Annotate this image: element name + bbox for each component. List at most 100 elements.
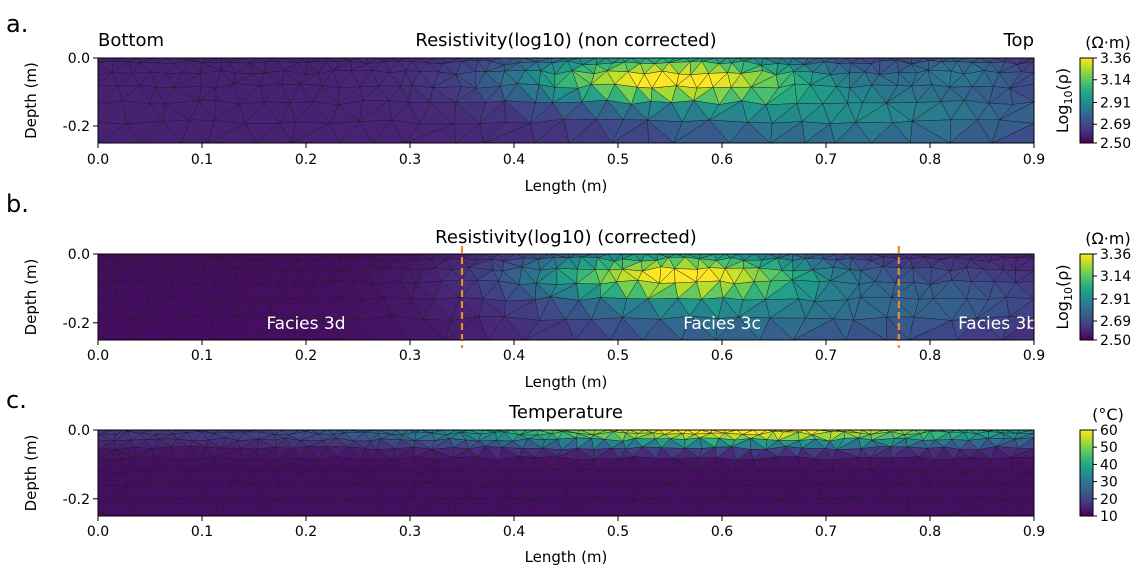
colorbar-tick-label: 3.36 bbox=[1100, 51, 1131, 67]
mesh-cell bbox=[1014, 280, 1034, 300]
x-tick-label: 0.7 bbox=[815, 348, 837, 364]
mesh-cell bbox=[1009, 456, 1034, 473]
panel-a: 0.0 0.1 0.2 0.3 0.4 0.5 0.6 0.7 0.8 0.9 0.0 -0.2 Len… bbox=[6, 10, 1131, 195]
x-tick-label: 0.3 bbox=[399, 348, 421, 364]
x-tick-label: 0.4 bbox=[503, 348, 525, 364]
y-tick-label: 0.0 bbox=[68, 51, 90, 67]
x-tick-label: 0.6 bbox=[711, 152, 733, 168]
corner-label-left: Bottom bbox=[98, 30, 164, 51]
colorbar-tick-label: 2.69 bbox=[1100, 117, 1131, 133]
colorbar-label-tail: (ρ) bbox=[1053, 68, 1072, 91]
facies-label: Facies 3c bbox=[683, 314, 761, 334]
colorbar-gradient bbox=[1079, 253, 1094, 341]
x-tick-label: 0.9 bbox=[1023, 348, 1045, 364]
colorbar-unit: (Ω·m) bbox=[1085, 33, 1130, 52]
x-axis-label: Length (m) bbox=[525, 548, 608, 566]
mesh-cell bbox=[1002, 500, 1034, 516]
x-tick-label: 0.8 bbox=[919, 524, 941, 540]
x-tick-label: 0.7 bbox=[815, 152, 837, 168]
colorbar-label-main: Log bbox=[1053, 105, 1072, 134]
y-axis-label: Depth (m) bbox=[22, 259, 40, 336]
mesh-1 bbox=[98, 254, 1034, 340]
y-tick-label: -0.2 bbox=[63, 119, 90, 135]
x-tick-label: 0.0 bbox=[87, 152, 109, 168]
x-tick-label: 0.1 bbox=[191, 524, 213, 540]
x-tick-label: 0.0 bbox=[87, 348, 109, 364]
x-tick-label: 0.7 bbox=[815, 524, 837, 540]
colorbar-gradient bbox=[1079, 429, 1094, 517]
x-tick-label: 0.4 bbox=[503, 524, 525, 540]
x-tick-label: 0.0 bbox=[87, 524, 109, 540]
axes-frame bbox=[97, 429, 1035, 517]
facies-label: Facies 3b bbox=[958, 314, 1037, 334]
x-axis-label: Length (m) bbox=[525, 177, 608, 195]
colorbar: 2.50 2.69 2.91 3.14 3.36(Ω·m) Log10(ρ) bbox=[1053, 229, 1131, 349]
colorbar-tick-label: 2.50 bbox=[1100, 136, 1131, 152]
panel-title: Resistivity(log10) (corrected) bbox=[435, 227, 697, 248]
x-tick-label: 0.8 bbox=[919, 348, 941, 364]
x-tick-label: 0.8 bbox=[919, 152, 941, 168]
x-tick-label: 0.1 bbox=[191, 152, 213, 168]
y-tick-label: -0.2 bbox=[63, 316, 90, 332]
x-tick-label: 0.3 bbox=[399, 152, 421, 168]
x-tick-label: 0.5 bbox=[607, 152, 629, 168]
panel-title: Resistivity(log10) (non corrected) bbox=[415, 30, 716, 51]
mesh-cell bbox=[1002, 317, 1034, 340]
x-tick-label: 0.9 bbox=[1023, 524, 1045, 540]
colorbar-tick-label: 2.91 bbox=[1100, 95, 1131, 111]
axes-frame bbox=[97, 57, 1035, 144]
colorbar-tick-label: 50 bbox=[1100, 440, 1118, 456]
corner-label-right: Top bbox=[1003, 30, 1034, 51]
axes-frame bbox=[97, 253, 1035, 341]
x-tick-label: 0.2 bbox=[295, 524, 317, 540]
mesh-cell bbox=[991, 123, 1034, 143]
panel-c: 0.0 0.1 0.2 0.3 0.4 0.5 0.6 0.7 0.8 0.9 0.0 -0.2 Len… bbox=[6, 386, 1124, 566]
colorbar-unit: (Ω·m) bbox=[1085, 229, 1130, 248]
x-tick-label: 0.5 bbox=[607, 524, 629, 540]
colorbar-gradient bbox=[1079, 57, 1094, 144]
colorbar-tick-label: 30 bbox=[1100, 475, 1118, 491]
y-axis-label: Depth (m) bbox=[22, 435, 40, 512]
panel-letter: a. bbox=[6, 10, 28, 38]
colorbar-tick-label: 3.36 bbox=[1100, 247, 1131, 263]
x-tick-label: 0.5 bbox=[607, 348, 629, 364]
mesh-2 bbox=[98, 430, 1034, 516]
panel-letter: b. bbox=[6, 190, 29, 218]
x-tick-label: 0.2 bbox=[295, 348, 317, 364]
colorbar-label-sub: 10 bbox=[1062, 287, 1075, 301]
y-tick-label: -0.2 bbox=[63, 492, 90, 508]
colorbar-label: Log10(ρ) bbox=[1053, 264, 1075, 329]
panel-title: Temperature bbox=[508, 402, 623, 423]
colorbar-label: Log10(ρ) bbox=[1053, 68, 1075, 133]
facies-label: Facies 3d bbox=[266, 314, 345, 334]
colorbar-tick-label: 2.50 bbox=[1100, 333, 1131, 349]
x-tick-label: 0.3 bbox=[399, 524, 421, 540]
y-tick-label: 0.0 bbox=[68, 423, 90, 439]
colorbar-tick-label: 10 bbox=[1100, 509, 1118, 525]
x-tick-label: 0.6 bbox=[711, 348, 733, 364]
colorbar-label-sub: 10 bbox=[1062, 91, 1075, 105]
panel-b: Facies 3d Facies 3c Facies 3b 0.0 0.1 0.2 0.3 0… bbox=[6, 190, 1131, 391]
colorbar-label-tail: (ρ) bbox=[1053, 264, 1072, 287]
colorbar-tick-label: 40 bbox=[1100, 457, 1118, 473]
y-axis-label: Depth (m) bbox=[22, 62, 40, 139]
colorbar-unit: (°C) bbox=[1092, 405, 1124, 424]
colorbar-tick-label: 20 bbox=[1100, 492, 1118, 508]
panel-letter: c. bbox=[6, 386, 27, 414]
colorbar: 2.50 2.69 2.91 3.14 3.36(Ω·m) Log10(ρ) bbox=[1053, 33, 1131, 152]
colorbar-tick-label: 2.91 bbox=[1100, 292, 1131, 308]
x-tick-label: 0.4 bbox=[503, 152, 525, 168]
x-tick-label: 0.6 bbox=[711, 524, 733, 540]
x-tick-label: 0.9 bbox=[1023, 152, 1045, 168]
colorbar-label-main: Log bbox=[1053, 301, 1072, 330]
colorbar-tick-label: 3.14 bbox=[1100, 73, 1131, 89]
x-axis-label: Length (m) bbox=[525, 373, 608, 391]
x-tick-label: 0.2 bbox=[295, 152, 317, 168]
y-tick-label: 0.0 bbox=[68, 247, 90, 263]
x-tick-label: 0.1 bbox=[191, 348, 213, 364]
mesh-cell bbox=[1009, 83, 1034, 103]
colorbar-tick-label: 3.14 bbox=[1100, 269, 1131, 285]
colorbar-tick-label: 60 bbox=[1100, 423, 1118, 439]
